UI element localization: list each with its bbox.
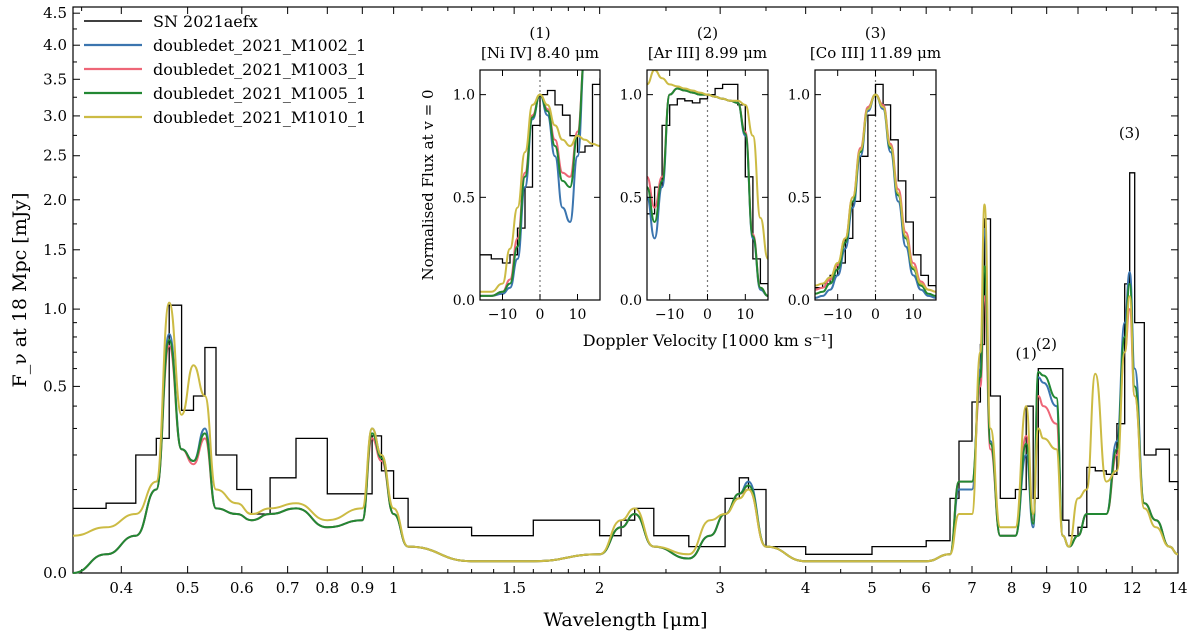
x-tick-label: 2 [595, 579, 605, 597]
x-tick-label: 3 [715, 579, 725, 597]
inset-title: [Ar III] 8.99 μm [648, 44, 767, 62]
y-tick-label: 2.0 [43, 191, 67, 209]
peak-annotation: (2) [1036, 335, 1057, 353]
inset-x-axis-title: Doppler Velocity [1000 km s⁻¹] [583, 331, 834, 350]
y-tick-label: 0.0 [43, 564, 67, 582]
inset-x-tick-label: −10 [655, 307, 685, 323]
x-tick-label: 8 [1007, 579, 1017, 597]
inset-1: −10 0 10 0.0 0.5 1.0 (1) [Ni IV] 8.40 μm Normali… [419, 24, 601, 323]
inset-y-tick-label: 0.5 [453, 190, 475, 206]
y-tick-label: 1.0 [43, 300, 67, 318]
peak-annotation: (3) [1119, 124, 1140, 142]
series-line-model [72, 203, 1179, 563]
inset-line-observed [647, 83, 768, 290]
inset-y-axis-title: Normalised Flux at v = 0 [419, 90, 437, 281]
inset-y-tick-label: 0.0 [453, 293, 475, 309]
inset-series [480, 70, 600, 297]
inset-title: [Co III] 11.89 μm [810, 44, 941, 62]
inset-line-observed [480, 78, 600, 264]
insets: −10 0 10 0.0 0.5 1.0 (1) [Ni IV] 8.40 μm Normali… [419, 24, 941, 350]
x-tick-label: 0.8 [315, 579, 339, 597]
inset-x-tick-label: 10 [736, 307, 754, 323]
x-tick-label: 7 [967, 579, 977, 597]
inset-panel-number: (3) [865, 24, 886, 42]
series-line-model [72, 227, 1179, 574]
inset-line-model [480, 93, 600, 293]
inset-y-tick-label: 1.0 [788, 88, 810, 104]
inset-line-model [815, 93, 936, 293]
inset-x-tick-label: 10 [569, 307, 587, 323]
inset-x-tick-label: 0 [871, 307, 880, 323]
main-x-axis: 0.4 0.5 0.6 0.7 0.8 0.9 1 1.5 2 3 4 5 6 7 8 9 10 12 14 Wave… [81, 7, 1188, 631]
x-tick-label: 10 [1068, 579, 1087, 597]
x-axis-title: Wavelength [μm] [543, 609, 707, 631]
legend-label: doubledet_2021_M1010_1 [153, 108, 366, 127]
x-tick-label: 4 [801, 579, 811, 597]
legend-label: SN 2021aefx [153, 12, 258, 31]
inset-y-tick-label: 0.5 [620, 190, 642, 206]
inset-line-model [647, 70, 768, 260]
y-axis-title: F_ν at 18 Mpc [mJy] [9, 193, 31, 388]
x-tick-label: 5 [867, 579, 877, 597]
peak-annotation: (1) [1016, 345, 1037, 363]
x-tick-label: 1.5 [502, 579, 526, 597]
y-tick-label: 3.0 [43, 107, 67, 125]
x-tick-label: 0.5 [176, 579, 200, 597]
inset-2: −10 0 10 0.0 0.5 1.0 (2) [Ar III] 8.99 μm [620, 24, 769, 323]
legend-label: doubledet_2021_M1002_1 [153, 36, 366, 55]
inset-y-tick-label: 1.0 [453, 88, 475, 104]
main-plot: 0.4 0.5 0.6 0.7 0.8 0.9 1 1.5 2 3 4 5 6 7 8 9 10 12 14 Wave… [9, 4, 1188, 631]
inset-x-tick-label: 0 [536, 307, 545, 323]
inset-panel-number: (2) [697, 24, 718, 42]
inset-title: [Ni IV] 8.40 μm [481, 44, 599, 62]
y-tick-label: 1.5 [43, 241, 67, 259]
y-tick-label: 4.0 [43, 36, 67, 54]
x-tick-label: 12 [1123, 579, 1142, 597]
inset-y-tick-label: 0.0 [620, 293, 642, 309]
inset-x-tick-label: −10 [823, 307, 853, 323]
inset-x-tick-label: −10 [488, 307, 518, 323]
inset-y-tick-label: 0.5 [788, 190, 810, 206]
x-tick-label: 6 [921, 579, 931, 597]
inset-series [815, 83, 936, 299]
y-tick-label: 4.5 [43, 4, 67, 22]
inset-3: −10 0 10 0.0 0.5 1.0 (3) [Co III] 11.89 μm [788, 24, 941, 323]
x-tick-label: 1 [389, 579, 399, 597]
inset-x-tick-label: 0 [703, 307, 712, 323]
main-series [72, 172, 1179, 574]
series-line-observed [73, 172, 1179, 555]
y-tick-label: 2.5 [43, 147, 67, 165]
legend-label: doubledet_2021_M1005_1 [153, 84, 366, 103]
main-plot-frame [72, 6, 1179, 574]
legend-label: doubledet_2021_M1003_1 [153, 60, 366, 79]
inset-x-tick-label: 10 [904, 307, 922, 323]
main-y-axis: 0.0 0.5 1.0 1.5 2.0 2.5 3.0 3.5 4.0 4.5 F_ν at 18 … [9, 4, 1178, 582]
inset-line-model [480, 70, 584, 297]
inset-panel-number: (1) [529, 24, 550, 42]
y-tick-label: 3.5 [43, 70, 67, 88]
inset-y-tick-label: 1.0 [620, 88, 642, 104]
legend: SN 2021aefx doubledet_2021_M1002_1doubled… [84, 12, 366, 127]
inset-y-tick-label: 0.0 [788, 293, 810, 309]
x-tick-label: 0.7 [276, 579, 300, 597]
x-tick-label: 9 [1042, 579, 1052, 597]
y-tick-label: 0.5 [43, 377, 67, 395]
inset-line-observed [815, 83, 936, 289]
x-tick-label: 14 [1168, 579, 1187, 597]
x-tick-label: 0.9 [350, 579, 374, 597]
x-tick-label: 0.6 [230, 579, 254, 597]
inset-series [647, 70, 768, 297]
x-tick-label: 0.4 [109, 579, 133, 597]
